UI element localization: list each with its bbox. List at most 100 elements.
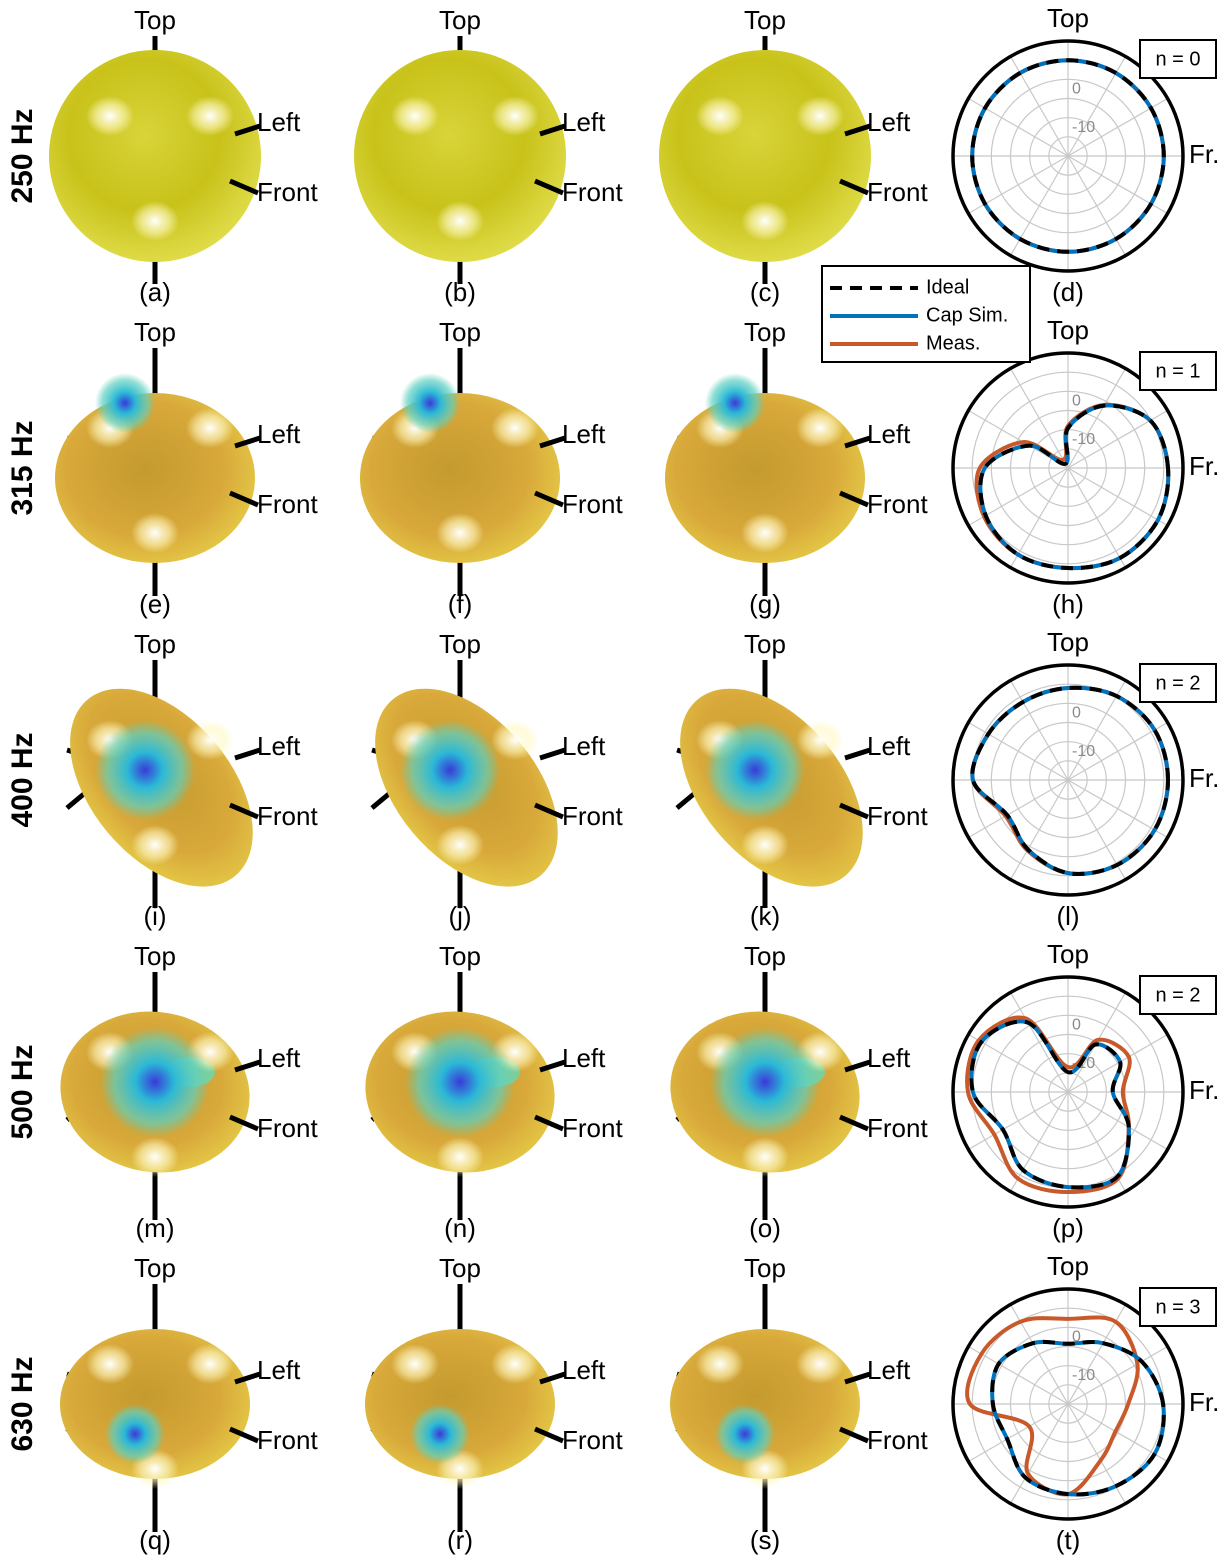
axis-label: Top (134, 5, 176, 35)
highlight (491, 408, 539, 448)
axis-label: Left (867, 419, 911, 449)
legend: Ideal Cap Sim. Meas. (822, 266, 1030, 362)
panel-label: (i) (143, 901, 166, 931)
figure: 250 Hz Top Left Front (a) Top Left Front (b) Top L… (0, 0, 1228, 1558)
highlight (186, 96, 234, 136)
panel-label: (s) (750, 1525, 780, 1555)
axis-label: Front (562, 177, 623, 207)
axis-label: Top (134, 317, 176, 347)
axis-label: Left (257, 419, 301, 449)
annotation: n = 3 (1155, 1296, 1200, 1318)
r-tick-label: 0 (1072, 1017, 1081, 1034)
panel-label: (t) (1056, 1525, 1081, 1555)
highlight (491, 96, 539, 136)
highlight (696, 1344, 744, 1384)
grid-spoke (968, 780, 1068, 838)
null-region (95, 373, 155, 433)
balloon (353, 972, 568, 1220)
highlight (86, 1344, 134, 1384)
axis-label: Top (439, 941, 481, 971)
row-label: 500 Hz (6, 1044, 39, 1139)
row-label: 250 Hz (6, 108, 39, 203)
grid-spoke (1011, 468, 1069, 568)
panel-label: (o) (749, 1213, 781, 1243)
axis-line (677, 793, 695, 808)
theta-label: Fr. (1189, 1387, 1219, 1417)
axis-label: Top (744, 5, 786, 35)
balloon (670, 1284, 870, 1532)
grid-spoke (1011, 1092, 1069, 1192)
panel-label: (f) (448, 589, 473, 619)
theta-label: Fr. (1189, 763, 1219, 793)
r-tick-label: -10 (1072, 743, 1095, 760)
panel-label: (k) (750, 901, 780, 931)
grid-spoke (1011, 992, 1069, 1092)
legend-label: Ideal (926, 276, 969, 298)
null-region (405, 1027, 515, 1137)
highlight (491, 720, 539, 760)
page: {"rows": [ {"label": "250 Hz", "panels":… (0, 0, 1228, 1558)
legend-label: Meas. (926, 332, 980, 354)
axis-label: Top (439, 1253, 481, 1283)
axis-label: Top (439, 629, 481, 659)
theta-label: Fr. (1189, 451, 1219, 481)
balloon (49, 36, 261, 284)
axis-label: Front (562, 801, 623, 831)
highlight (741, 201, 789, 241)
axis-label: Left (562, 419, 606, 449)
axis-label: Top (134, 629, 176, 659)
axis-label: Front (257, 801, 318, 831)
grid-spoke (968, 1035, 1068, 1093)
axis-label: Top (439, 317, 481, 347)
highlight (131, 201, 179, 241)
grid-spoke (968, 723, 1068, 781)
r-tick-label: -10 (1072, 431, 1095, 448)
axis-label: Top (134, 941, 176, 971)
theta-label: Fr. (1189, 139, 1219, 169)
axis-line (67, 793, 85, 808)
panel-label: (p) (1052, 1213, 1084, 1243)
axis-label: Left (562, 107, 606, 137)
grid-spoke (1068, 468, 1168, 526)
highlight (391, 96, 439, 136)
balloon (360, 348, 565, 596)
null-region (715, 1404, 775, 1464)
axis-label: Front (257, 489, 318, 519)
grid-spoke (968, 1347, 1068, 1405)
balloon (644, 655, 899, 921)
axis-line (372, 793, 390, 808)
highlight (186, 720, 234, 760)
panel-label: (b) (444, 277, 476, 307)
panel-label: (j) (448, 901, 471, 931)
r-tick-label: 0 (1072, 81, 1081, 98)
r-tick-label: -10 (1072, 1367, 1095, 1384)
panel-label: (a) (139, 277, 171, 307)
highlight (131, 825, 179, 865)
highlight (131, 513, 179, 553)
balloon (658, 972, 873, 1220)
grid-spoke (1068, 1404, 1168, 1462)
highlight (131, 1137, 179, 1177)
row-label: 630 Hz (6, 1356, 39, 1451)
r-tick-label: 0 (1072, 393, 1081, 410)
axis-label: Left (562, 1043, 606, 1073)
axis-label: Top (744, 317, 786, 347)
highlight (436, 825, 484, 865)
null-region (705, 720, 805, 820)
balloon (339, 655, 594, 921)
panel-label: (h) (1052, 589, 1084, 619)
panel-label: (l) (1056, 901, 1079, 931)
balloon (55, 348, 260, 596)
axis-label: Front (867, 1113, 928, 1143)
annotation: n = 1 (1155, 360, 1200, 382)
grid-spoke (1011, 780, 1069, 880)
panel-label: (g) (749, 589, 781, 619)
theta-label: Fr. (1189, 1075, 1219, 1105)
axis-label: Top (744, 629, 786, 659)
axis-label: Left (562, 1355, 606, 1385)
highlight (86, 96, 134, 136)
highlight (741, 1137, 789, 1177)
